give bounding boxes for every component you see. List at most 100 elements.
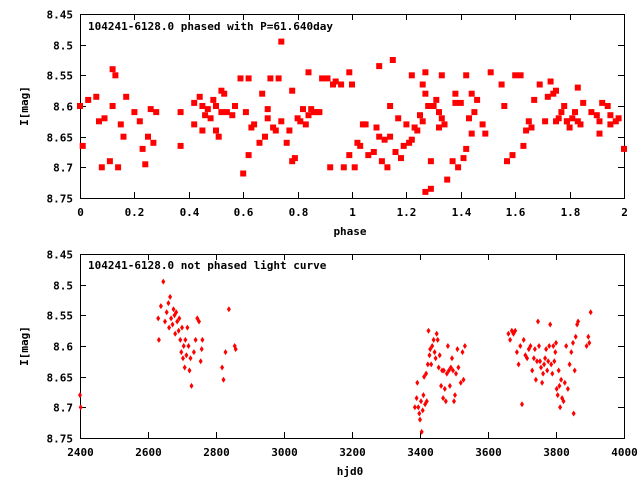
data-point (531, 96, 538, 103)
data-point (544, 346, 549, 353)
data-point (460, 349, 465, 356)
x-tick-label: 3200 (339, 446, 366, 459)
data-point (373, 124, 380, 131)
data-point (419, 398, 423, 405)
data-point (438, 115, 445, 122)
data-point (501, 103, 508, 109)
data-point (109, 66, 116, 73)
data-point (525, 118, 532, 125)
data-point (120, 133, 127, 140)
data-point (262, 133, 268, 140)
data-point (424, 370, 429, 377)
data-point (431, 336, 436, 343)
data-point (439, 382, 444, 389)
data-point (567, 361, 572, 368)
data-point (580, 99, 587, 106)
data-point (289, 87, 296, 94)
data-point (551, 343, 556, 349)
phased-light-curve-panel: 8.45 8.5 8.55 8.6 8.65 8.7 8.75 0 0.2 0.4 0.6 0.8 1… (18, 9, 628, 239)
data-point (300, 106, 306, 113)
data-point (181, 343, 186, 349)
x-tick-labels: 0 0.2 0.4 0.6 0.8 1 1.2 1.4 1.6 1.8 2 (77, 206, 628, 219)
data-point (593, 112, 600, 119)
data-point (305, 69, 312, 76)
data-point (509, 152, 516, 159)
data-point (460, 155, 467, 162)
data-point (408, 72, 415, 79)
data-point (451, 367, 455, 374)
data-point (319, 75, 326, 82)
data-point (545, 367, 550, 374)
data-points (77, 38, 627, 195)
data-point (150, 139, 157, 146)
data-point (427, 185, 434, 192)
data-point (210, 96, 217, 103)
data-point (425, 361, 430, 368)
data-point (443, 398, 448, 405)
data-point (436, 124, 442, 131)
data-point (437, 352, 442, 359)
data-point (569, 349, 574, 356)
data-point (596, 118, 603, 125)
data-point (487, 69, 494, 76)
data-point (574, 118, 581, 125)
data-point (378, 158, 385, 165)
data-point (458, 379, 463, 386)
data-point (548, 321, 553, 328)
y-tick-label: 8.65 (47, 132, 74, 145)
data-point (498, 81, 505, 88)
data-point (177, 315, 182, 322)
x-tick-labels: 2400 2600 2800 3000 3200 3400 3600 3800 4000 (67, 446, 638, 459)
data-point (558, 404, 563, 411)
data-point (550, 370, 555, 377)
data-point (251, 121, 258, 128)
data-point (463, 72, 470, 79)
data-point (430, 103, 437, 109)
data-point (196, 93, 203, 100)
data-point (78, 392, 82, 399)
data-point (406, 139, 413, 146)
data-point (479, 121, 486, 128)
data-point (220, 364, 225, 371)
axis-ticks (80, 14, 625, 199)
data-point (433, 355, 438, 362)
data-point (429, 361, 434, 368)
data-point (523, 127, 530, 134)
data-point (449, 158, 456, 165)
data-point (566, 124, 573, 131)
data-point (528, 124, 535, 131)
data-point (199, 103, 206, 109)
data-point (324, 75, 331, 82)
data-point (389, 57, 396, 63)
x-tick-label: 2400 (67, 446, 94, 459)
data-point (93, 93, 100, 100)
data-point (421, 392, 426, 399)
data-point (442, 385, 447, 392)
data-point (428, 346, 433, 353)
data-point (539, 364, 543, 371)
data-point (452, 398, 456, 405)
data-point (213, 103, 219, 109)
data-point (569, 115, 576, 122)
data-point (117, 121, 124, 128)
y-tick-label: 8.45 (47, 249, 74, 262)
data-point (454, 370, 458, 377)
y-tick-label: 8.5 (53, 40, 73, 53)
data-point (521, 336, 526, 343)
y-tick-label: 8.6 (53, 101, 73, 114)
data-point (237, 75, 244, 82)
data-point (518, 343, 523, 349)
data-point (448, 364, 453, 371)
y-axis-title: I[mag] (18, 86, 31, 126)
x-tick-label: 2600 (135, 446, 162, 459)
data-point (264, 115, 271, 122)
x-tick-label: 1.8 (561, 206, 581, 219)
data-point (462, 343, 467, 349)
data-point (615, 115, 622, 122)
plot-title: 104241-6128.0 not phased light curve (88, 259, 327, 272)
data-point (256, 139, 263, 146)
data-point (513, 327, 518, 334)
data-point (607, 112, 614, 119)
data-point (565, 385, 570, 392)
data-point (199, 127, 206, 134)
